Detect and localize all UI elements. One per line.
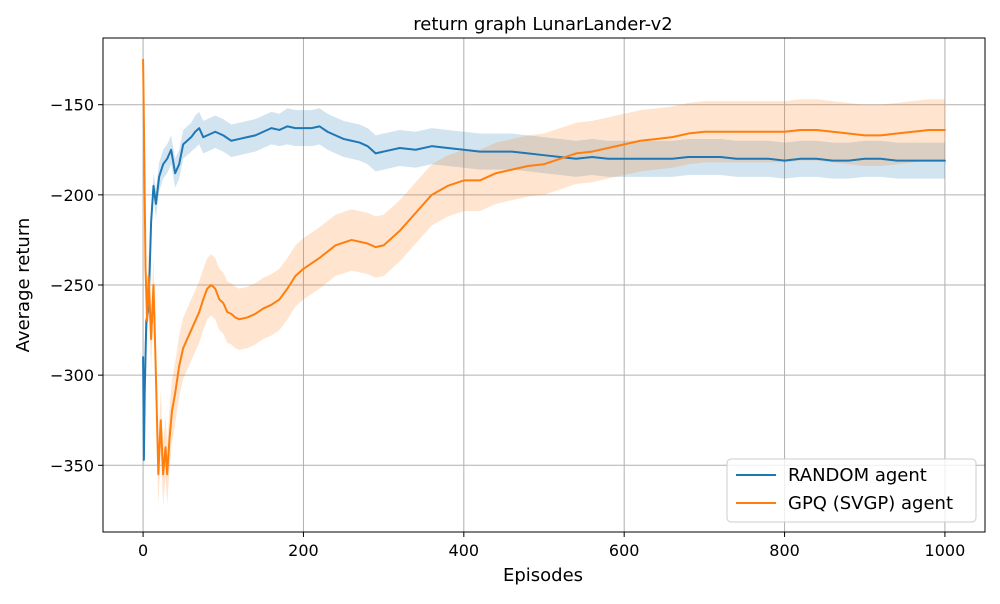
x-tick-label: 400 [449, 541, 480, 560]
legend-frame [726, 458, 977, 523]
legend: RANDOM agent GPQ (SVGP) agent [726, 458, 977, 523]
x-tick-label: 600 [609, 541, 640, 560]
x-tick-label: 200 [288, 541, 319, 560]
y-axis-label: Average return [13, 218, 34, 353]
confidence-band-gpq-svgp-agent [143, 59, 945, 505]
series-line-random-agent [142, 125, 946, 461]
y-tick-label: −250 [50, 276, 94, 295]
y-tick-label: −300 [50, 366, 94, 385]
x-tick-label: 800 [769, 541, 800, 560]
legend-label-random-agent: RANDOM agent [788, 465, 927, 486]
legend-label-gpq-svgp-agent: GPQ (SVGP) agent [788, 493, 953, 514]
y-tick-label: −150 [50, 96, 94, 115]
confidence-band-random-agent [143, 108, 945, 460]
y-tick-label: −200 [50, 186, 94, 205]
x-tick-label: 0 [138, 541, 148, 560]
series-line-gpq-svgp-agent [142, 58, 946, 476]
y-tick-label: −350 [50, 456, 94, 475]
chart-title: return graph LunarLander-v2 [413, 14, 672, 35]
x-tick-label: 1000 [925, 541, 966, 560]
x-axis-label: Episodes [503, 565, 583, 586]
